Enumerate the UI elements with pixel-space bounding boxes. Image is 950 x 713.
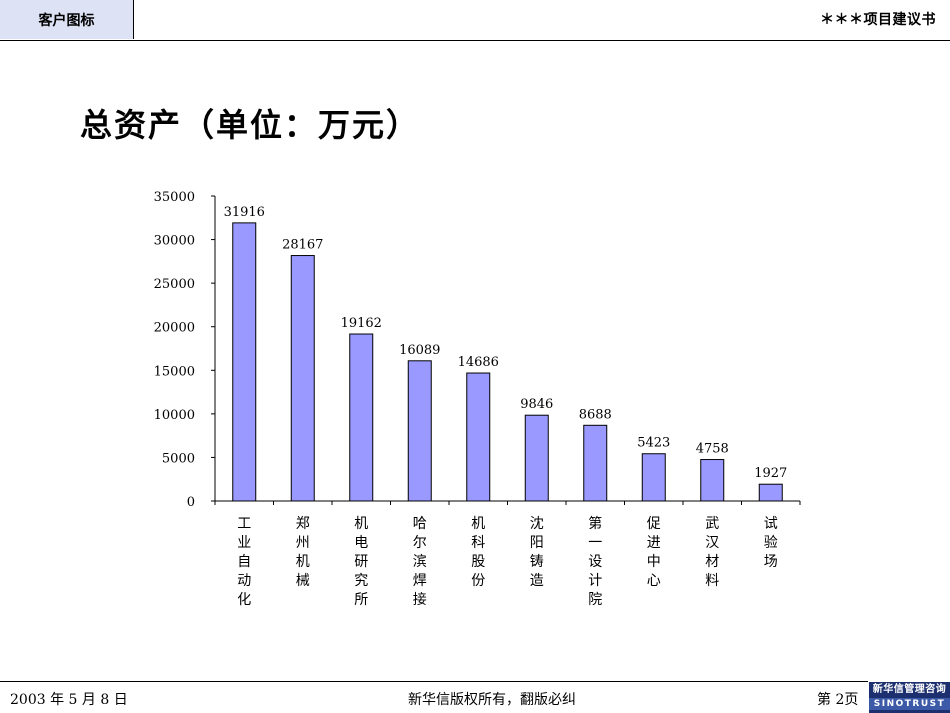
x-tick-label: 哈: [413, 516, 427, 532]
x-tick-label: 场: [764, 554, 778, 570]
x-tick-label: 份: [471, 573, 485, 589]
bar: [700, 459, 725, 502]
data-label: 8688: [579, 407, 612, 422]
x-tick-label: 郑: [296, 516, 310, 532]
x-tick-label: 化: [237, 592, 251, 608]
y-tick-label: 35000: [154, 190, 195, 205]
x-tick-label: 机: [471, 516, 485, 532]
client-logo: 客户图标: [0, 0, 134, 39]
x-tick-label: 设: [588, 554, 602, 570]
data-label: 19162: [341, 316, 382, 331]
data-label: 16089: [399, 343, 440, 358]
x-tick-label: 究: [354, 573, 368, 589]
y-tick-label: 30000: [154, 234, 195, 249]
data-label: 28167: [282, 238, 323, 253]
y-tick-label: 25000: [154, 277, 195, 292]
x-tick-label: 心: [647, 573, 661, 589]
x-tick-label: 一: [588, 535, 602, 551]
x-tick-label: 中: [647, 554, 661, 570]
footer-divider: [0, 681, 868, 682]
x-tick-label: 业: [237, 535, 251, 551]
footer-copyright: 新华信版权所有，翻版必纠: [408, 692, 576, 708]
x-tick-label: 动: [237, 573, 251, 589]
x-tick-label: 自: [237, 554, 251, 570]
data-label: 9846: [520, 397, 553, 412]
footer-date: 2003 年 5 月 8 日: [10, 692, 128, 708]
x-tick-label: 料: [705, 573, 719, 589]
document-title: ＊＊＊项目建议书: [820, 12, 936, 28]
x-tick-label: 科: [471, 535, 485, 551]
bar: [407, 360, 432, 502]
x-tick-label: 尔: [413, 535, 427, 551]
y-tick-label: 5000: [162, 451, 195, 466]
brand-name-cn: 新华信管理咨询: [872, 684, 947, 695]
x-tick-label: 械: [296, 573, 310, 589]
x-tick-label: 造: [530, 573, 544, 589]
x-tick-label: 研: [354, 554, 368, 570]
x-tick-label: 电: [354, 535, 368, 551]
bar: [524, 414, 549, 502]
page-number: 第 2页: [817, 692, 859, 708]
header-bar: 客户图标 ＊＊＊项目建议书: [0, 0, 950, 41]
x-tick-label: 滨: [413, 554, 427, 570]
data-label: 31916: [224, 205, 265, 220]
data-label: 14686: [458, 355, 499, 370]
x-tick-label: 促: [647, 516, 661, 532]
y-tick-label: 15000: [154, 364, 195, 379]
data-label: 4758: [696, 442, 729, 457]
bar: [758, 483, 783, 502]
x-tick-label: 铸: [530, 554, 544, 570]
data-label: 5423: [637, 436, 670, 451]
x-tick-label: 州: [296, 535, 310, 551]
y-tick-label: 10000: [154, 408, 195, 423]
bar: [583, 424, 608, 502]
bar: [349, 333, 374, 502]
x-tick-label: 进: [647, 535, 661, 551]
page-title: 总资产（单位：万元）: [80, 106, 421, 144]
bar: [290, 255, 315, 502]
x-tick-label: 工: [237, 516, 251, 532]
brand-name-en: SINOTRUST: [869, 698, 950, 710]
x-tick-label: 计: [588, 573, 602, 589]
bar: [466, 372, 491, 502]
x-tick-label: 股: [471, 554, 485, 570]
x-tick-label: 试: [764, 516, 778, 532]
x-tick-label: 机: [354, 516, 368, 532]
x-tick-label: 武: [705, 516, 719, 532]
x-tick-label: 机: [296, 554, 310, 570]
bar: [232, 222, 257, 502]
x-tick-label: 材: [705, 554, 719, 570]
x-tick-label: 沈: [530, 516, 544, 532]
brand-logo: 新华信管理咨询 SINOTRUST: [869, 682, 950, 713]
y-tick-label: 20000: [154, 321, 195, 336]
x-tick-label: 阳: [530, 535, 544, 551]
x-tick-label: 院: [588, 592, 602, 608]
x-tick-label: 所: [354, 592, 368, 608]
data-label: 1927: [754, 466, 787, 481]
x-tick-label: 验: [764, 535, 778, 551]
x-tick-label: 汉: [705, 535, 719, 551]
x-tick-label: 焊: [413, 573, 427, 589]
x-tick-label: 接: [413, 591, 427, 608]
bar: [641, 453, 666, 502]
x-tick-label: 第: [588, 515, 602, 532]
y-tick-label: 0: [187, 495, 195, 510]
